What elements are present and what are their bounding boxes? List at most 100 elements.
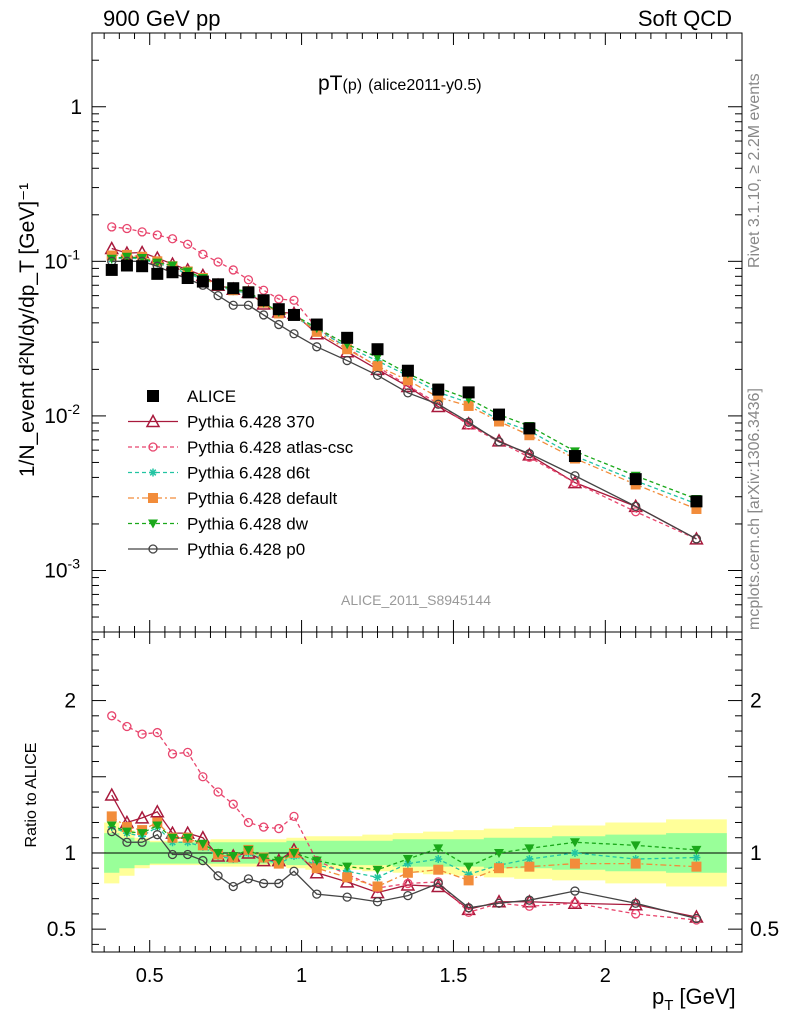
ratio-point-pythia-6-428-p0 bbox=[107, 826, 117, 837]
point-pythia-6-428-atlas-csc bbox=[183, 239, 193, 249]
legend-label-pythia-6-428-p0: Pythia 6.428 p0 bbox=[187, 540, 305, 559]
x-axis-label-unit: [GeV] bbox=[679, 984, 735, 1009]
y-tick-label: 1 bbox=[70, 96, 82, 119]
ratio-point-pythia-6-428-dw bbox=[311, 856, 322, 866]
ratio-point-pythia-6-428-d6t bbox=[525, 855, 534, 864]
point-pythia-6-428-p0 bbox=[312, 342, 322, 352]
legend-label-alice: ALICE bbox=[187, 387, 236, 406]
ratio-tick-label: 2 bbox=[64, 690, 76, 713]
ratio-point-pythia-6-428-dw bbox=[228, 852, 239, 861]
ratio-point-pythia-6-428-dw bbox=[152, 821, 163, 831]
point-pythia-6-428-default bbox=[402, 375, 413, 386]
point-alice bbox=[181, 272, 194, 285]
point-pythia-6-428-default bbox=[524, 430, 535, 441]
point-pythia-6-428-370 bbox=[689, 531, 704, 545]
ratio-point-pythia-6-428-d6t bbox=[434, 855, 443, 864]
main-panel-series bbox=[104, 222, 704, 545]
ratio-point-pythia-6-428-default bbox=[372, 881, 383, 892]
x-tick-label: 1 bbox=[296, 965, 307, 987]
point-alice bbox=[287, 308, 300, 321]
point-pythia-6-428-dw bbox=[137, 254, 148, 264]
ratio-point-pythia-6-428-p0 bbox=[274, 878, 284, 889]
point-pythia-6-428-p0 bbox=[433, 399, 443, 409]
ratio-point-pythia-6-428-dw bbox=[494, 848, 505, 858]
ratio-point-pythia-6-428-atlas-csc bbox=[570, 898, 580, 908]
point-pythia-6-428-dw bbox=[152, 258, 163, 268]
point-pythia-6-428-370 bbox=[400, 378, 416, 393]
ratio-point-pythia-6-428-atlas-csc bbox=[137, 729, 147, 739]
ratio-tick-label-right: 2 bbox=[750, 690, 762, 713]
point-pythia-6-428-atlas-csc bbox=[198, 249, 208, 259]
header-left-label: 900 GeV pp bbox=[103, 6, 221, 31]
point-alice bbox=[227, 282, 240, 295]
header-right-label: Soft QCD bbox=[637, 6, 732, 31]
ratio-point-pythia-6-428-default bbox=[311, 863, 322, 874]
ratio-point-pythia-6-428-default bbox=[569, 858, 580, 869]
ratio-point-pythia-6-428-p0 bbox=[312, 889, 322, 899]
ratio-panel-frame bbox=[91, 631, 743, 953]
point-pythia-6-428-atlas-csc bbox=[167, 234, 178, 244]
ratio-point-pythia-6-428-d6t bbox=[692, 853, 701, 862]
legend-label-pythia-6-428-atlas-csc: Pythia 6.428 atlas-csc bbox=[187, 438, 354, 457]
ratio-point-pythia-6-428-dw bbox=[167, 833, 178, 843]
ratio-point-pythia-6-428-atlas-csc bbox=[243, 817, 254, 828]
point-alice bbox=[166, 266, 179, 279]
axis-ticks: 0.5 1 1.5 2 10-3 10-2 10-1 1 0.5 0.5 1 1 2 2 bbox=[44, 32, 779, 987]
ratio-point-pythia-6-428-atlas-csc bbox=[167, 749, 178, 759]
ratio-point-pythia-6-428-default bbox=[433, 864, 444, 875]
point-pythia-6-428-p0 bbox=[524, 448, 535, 459]
point-pythia-6-428-p0 bbox=[463, 417, 474, 427]
ratio-point-pythia-6-428-p0 bbox=[152, 830, 162, 840]
point-alice bbox=[493, 408, 506, 421]
legend-label-pythia-6-428-default: Pythia 6.428 default bbox=[187, 489, 338, 508]
point-alice bbox=[272, 303, 285, 316]
ratio-panel-series bbox=[104, 711, 704, 925]
x-tick-label: 1.5 bbox=[440, 965, 468, 987]
point-pythia-6-428-p0 bbox=[372, 370, 383, 380]
ratio-point-pythia-6-428-p0 bbox=[524, 895, 535, 905]
y-axis-label: 1/N_event d²N/dy/dp_T [GeV]⁻¹ bbox=[16, 183, 39, 477]
point-alice bbox=[371, 343, 384, 356]
point-alice bbox=[105, 263, 118, 276]
ratio-point-pythia-6-428-dw bbox=[569, 838, 580, 848]
point-pythia-6-428-dw bbox=[106, 254, 117, 264]
ratio-point-pythia-6-428-370 bbox=[104, 787, 120, 801]
ratio-point-pythia-6-428-d6t bbox=[570, 848, 579, 857]
ratio-point-pythia-6-428-atlas-csc bbox=[274, 823, 284, 834]
point-pythia-6-428-atlas-csc bbox=[258, 285, 269, 295]
ratio-point-pythia-6-428-dw bbox=[121, 827, 132, 837]
point-pythia-6-428-p0 bbox=[258, 310, 269, 320]
ratio-point-pythia-6-428-atlas-csc bbox=[122, 721, 132, 732]
point-pythia-6-428-default bbox=[463, 400, 474, 411]
point-pythia-6-428-default bbox=[691, 503, 702, 514]
ratio-point-pythia-6-428-dw bbox=[372, 865, 383, 875]
ratio-point-pythia-6-428-atlas-csc bbox=[183, 747, 193, 758]
ratio-point-pythia-6-428-atlas-csc bbox=[631, 909, 641, 919]
x-tick-label: 2 bbox=[600, 965, 611, 987]
point-pythia-6-428-atlas-csc bbox=[243, 275, 254, 285]
point-pythia-6-428-atlas-csc bbox=[228, 265, 238, 275]
point-pythia-6-428-p0 bbox=[570, 471, 580, 481]
ratio-point-pythia-6-428-dw bbox=[402, 855, 413, 865]
point-pythia-6-428-atlas-csc bbox=[152, 230, 162, 240]
ratio-point-pythia-6-428-atlas-csc bbox=[289, 811, 299, 822]
point-pythia-6-428-atlas-csc bbox=[570, 478, 580, 488]
point-pythia-6-428-p0 bbox=[213, 290, 223, 301]
ratio-point-pythia-6-428-atlas-csc bbox=[152, 727, 162, 738]
point-pythia-6-428-p0 bbox=[228, 300, 238, 310]
ratio-point-pythia-6-428-p0 bbox=[213, 871, 223, 881]
point-alice bbox=[310, 318, 323, 331]
ratio-point-pythia-6-428-p0 bbox=[691, 913, 702, 924]
ratio-line-pythia-6-428-370 bbox=[111, 794, 697, 918]
ratio-point-pythia-6-428-atlas-csc bbox=[258, 822, 269, 832]
ratio-point-pythia-6-428-dw bbox=[273, 856, 284, 866]
point-pythia-6-428-dw bbox=[372, 353, 383, 363]
point-pythia-6-428-default bbox=[372, 361, 383, 372]
ratio-point-pythia-6-428-p0 bbox=[183, 849, 193, 860]
ratio-point-pythia-6-428-p0 bbox=[463, 903, 474, 913]
ratio-tick-label-right: 1 bbox=[750, 842, 762, 865]
point-alice bbox=[432, 383, 445, 396]
point-pythia-6-428-atlas-csc bbox=[122, 223, 132, 234]
point-alice bbox=[401, 364, 414, 377]
